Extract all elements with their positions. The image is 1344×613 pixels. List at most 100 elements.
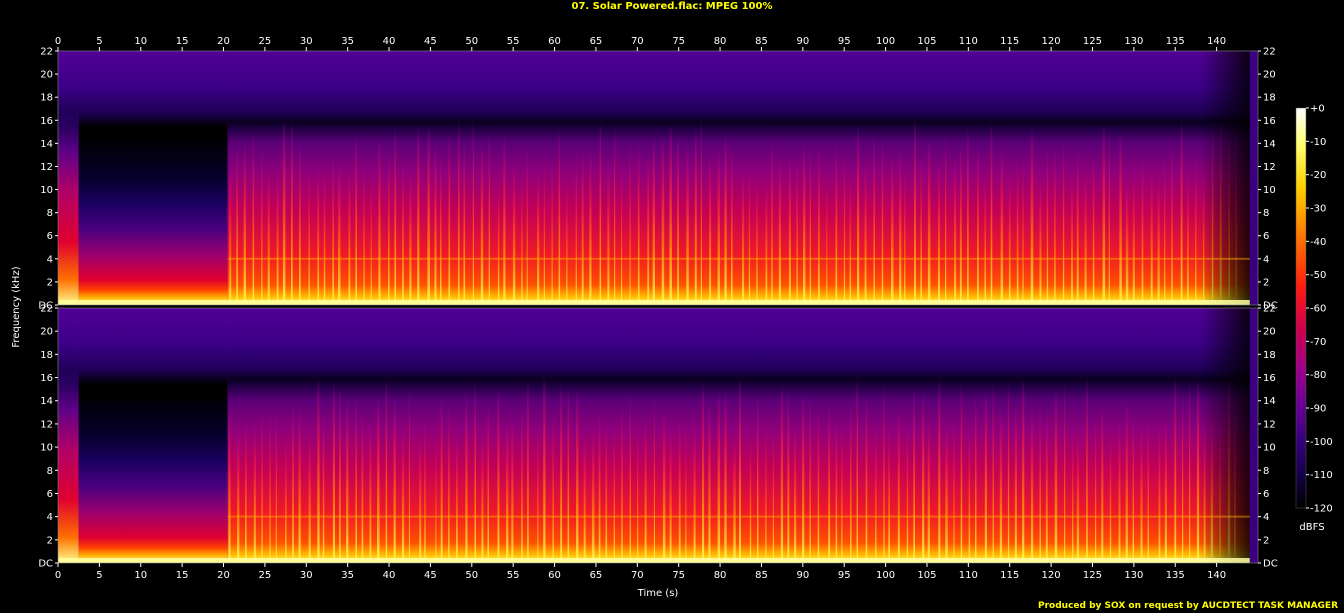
x-tick-label-top: 80 — [714, 36, 727, 47]
y-tick-label-right: 2 — [1263, 277, 1269, 288]
x-tick-label-top: 130 — [1124, 36, 1143, 47]
spectrogram-channel-2 — [57, 307, 1259, 564]
y-tick-label-right: 14 — [1263, 396, 1276, 407]
x-tick-label-top: 5 — [96, 36, 102, 47]
y-tick-label-left: 18 — [40, 350, 53, 361]
x-tick-label-bottom: 15 — [176, 570, 189, 581]
colorbar-tick-label: -110 — [1310, 470, 1333, 481]
y-tick-label-left: 12 — [40, 162, 53, 173]
intro-region — [58, 51, 79, 305]
y-tick-label-right: 8 — [1263, 466, 1269, 477]
x-tick-label-top: 90 — [796, 36, 809, 47]
x-tick-label-bottom: 90 — [796, 570, 809, 581]
y-tick-label-left: 6 — [47, 489, 53, 500]
x-tick-label-bottom: 5 — [96, 570, 102, 581]
music-region — [227, 308, 1250, 563]
x-tick-label-bottom: 30 — [300, 570, 313, 581]
y-tick-label-right: 6 — [1263, 231, 1269, 242]
y-tick-label-left: 2 — [47, 277, 53, 288]
y-tick-label-left: 8 — [47, 208, 53, 219]
x-tick-label-top: 115 — [1000, 36, 1019, 47]
credit-text: Produced by SOX on request by AUCDTECT T… — [1038, 601, 1338, 611]
x-tick-label-top: 70 — [631, 36, 644, 47]
x-tick-label-bottom: 105 — [917, 570, 936, 581]
x-tick-label-top: 65 — [590, 36, 603, 47]
y-tick-label-left: 22 — [40, 304, 53, 315]
y-tick-label-right: DC — [1263, 301, 1278, 312]
x-tick-label-bottom: 120 — [1042, 570, 1061, 581]
x-tick-label-top: 60 — [548, 36, 561, 47]
y-tick-label-left: 2 — [47, 535, 53, 546]
x-tick-label-top: 105 — [917, 36, 936, 47]
x-tick-label-bottom: 10 — [134, 570, 147, 581]
x-tick-label-top: 125 — [1083, 36, 1102, 47]
chart-title: 07. Solar Powered.flac: MPEG 100% — [571, 1, 773, 12]
x-tick-label-top: 20 — [217, 36, 230, 47]
x-tick-label-top: 140 — [1207, 36, 1226, 47]
x-tick-label-bottom: 95 — [838, 570, 851, 581]
y-tick-label-right: 20 — [1263, 70, 1276, 81]
y-tick-label-right: 4 — [1263, 254, 1269, 265]
music-region — [227, 51, 1250, 305]
y-tick-label-left: 18 — [40, 93, 53, 104]
x-tick-label-top: 120 — [1042, 36, 1061, 47]
y-tick-label-left: 12 — [40, 419, 53, 430]
x-tick-label-bottom: 125 — [1083, 570, 1102, 581]
transient-stripes — [229, 51, 1237, 306]
x-tick-label-top: 35 — [341, 36, 354, 47]
y-axis-label: Frequency (kHz) — [11, 266, 22, 347]
quiet-region — [78, 51, 228, 305]
x-tick-label-bottom: 25 — [259, 570, 272, 581]
quiet-region — [78, 308, 228, 563]
x-tick-label-bottom: 60 — [548, 570, 561, 581]
x-tick-label-bottom: 130 — [1124, 570, 1143, 581]
y-tick-label-right: 16 — [1263, 373, 1276, 384]
colorbar-tick-label: -70 — [1310, 337, 1326, 348]
x-tick-label-bottom: 85 — [755, 570, 768, 581]
x-tick-label-bottom: 65 — [590, 570, 603, 581]
y-tick-label-left: 10 — [40, 443, 53, 454]
x-tick-label-bottom: 0 — [55, 570, 61, 581]
y-tick-label-left: 8 — [47, 466, 53, 477]
y-tick-label-right: 2 — [1263, 535, 1269, 546]
x-tick-label-top: 0 — [55, 36, 61, 47]
y-tick-label-right: 18 — [1263, 93, 1276, 104]
x-tick-label-bottom: 75 — [672, 570, 685, 581]
x-tick-label-top: 10 — [134, 36, 147, 47]
y-tick-label-left: 10 — [40, 185, 53, 196]
y-tick-label-left: 4 — [47, 254, 53, 265]
y-tick-label-left: 14 — [40, 396, 53, 407]
x-tick-label-top: 95 — [838, 36, 851, 47]
x-tick-label-bottom: 110 — [959, 570, 978, 581]
x-tick-label-top: 15 — [176, 36, 189, 47]
x-tick-label-top: 85 — [755, 36, 768, 47]
y-tick-label-left: DC — [38, 301, 53, 312]
x-tick-label-bottom: 135 — [1166, 570, 1185, 581]
x-tick-label-bottom: 40 — [383, 570, 396, 581]
x-tick-label-top: 45 — [424, 36, 437, 47]
colorbar-tick-label: -90 — [1310, 404, 1326, 415]
x-tick-label-bottom: 50 — [465, 570, 478, 581]
spectrogram-channel-1 — [57, 50, 1259, 306]
y-tick-label-left: 14 — [40, 139, 53, 150]
x-tick-label-bottom: 140 — [1207, 570, 1226, 581]
colorbar-tick-label: -50 — [1310, 270, 1326, 281]
x-tick-label-bottom: 45 — [424, 570, 437, 581]
colorbar — [1295, 107, 1307, 509]
x-tick-label-top: 55 — [507, 36, 520, 47]
y-tick-label-right: 10 — [1263, 443, 1276, 454]
y-tick-label-right: 10 — [1263, 185, 1276, 196]
x-tick-label-top: 100 — [876, 36, 895, 47]
y-tick-label-right: 6 — [1263, 489, 1269, 500]
x-tick-label-bottom: 20 — [217, 570, 230, 581]
transient-stripes — [228, 309, 1236, 563]
colorbar-tick-label: -30 — [1310, 204, 1326, 215]
x-tick-label-bottom: 100 — [876, 570, 895, 581]
colorbar-tick-label: -100 — [1310, 437, 1333, 448]
colorbar-tick-label: -10 — [1310, 137, 1326, 148]
y-tick-label-left: 20 — [40, 327, 53, 338]
colorbar-tick-label: -120 — [1310, 504, 1333, 515]
y-tick-label-left: 16 — [40, 116, 53, 127]
colorbar-tick-label: -20 — [1310, 170, 1326, 181]
y-tick-label-right: 22 — [1263, 47, 1276, 58]
